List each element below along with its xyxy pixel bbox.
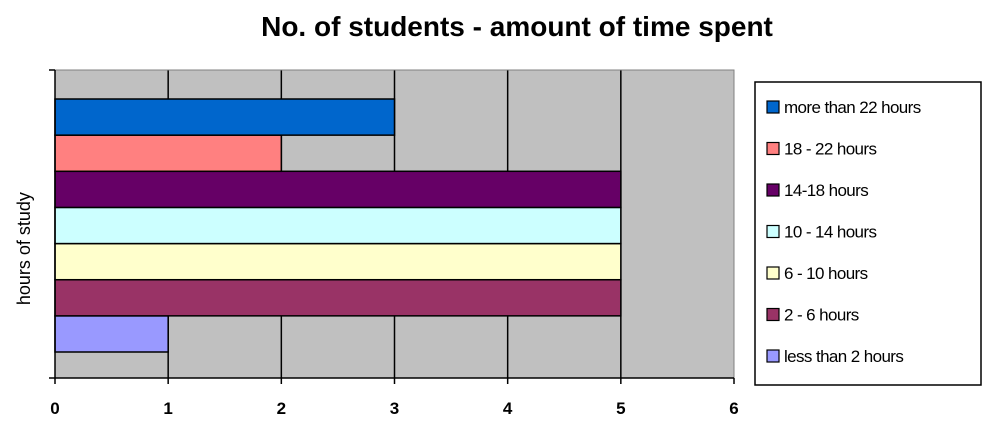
legend-swatch bbox=[766, 141, 780, 156]
y-axis-title: hours of study bbox=[14, 192, 34, 305]
bar-6-10-hours bbox=[54, 242, 622, 281]
bars bbox=[54, 98, 622, 353]
x-tick-label: 2 bbox=[277, 399, 286, 418]
x-tick-label: 5 bbox=[616, 399, 625, 418]
legend-swatch bbox=[766, 100, 780, 114]
legend-swatch bbox=[766, 266, 780, 280]
bar-10-14-hours bbox=[54, 206, 622, 245]
legend-swatch bbox=[766, 183, 780, 197]
legend-swatch bbox=[766, 307, 780, 322]
legend-label: 14-18 hours bbox=[784, 181, 868, 200]
legend-box bbox=[754, 81, 982, 386]
x-tick-label: 3 bbox=[390, 399, 399, 418]
legend-swatch bbox=[766, 349, 780, 363]
legend-label: 6 - 10 hours bbox=[784, 264, 868, 283]
legend-label: less than 2 hours bbox=[784, 347, 903, 366]
x-tick-label: 1 bbox=[163, 399, 172, 418]
x-tick-labels: 0 1 2 3 4 5 6 bbox=[50, 378, 739, 418]
legend: more than 22 hours 18 - 22 hours 14-18 hou… bbox=[754, 81, 982, 386]
bar-18-22-hours bbox=[54, 134, 283, 173]
legend-label: 2 - 6 hours bbox=[784, 306, 859, 325]
x-tick-label: 4 bbox=[503, 399, 513, 418]
bar-more-than-22-hours bbox=[54, 98, 396, 136]
legend-label: more than 22 hours bbox=[784, 98, 921, 117]
plot-area: 0 1 2 3 4 5 6 bbox=[49, 69, 739, 418]
bar-14-18-hours bbox=[54, 170, 622, 209]
bar-less-than-2-hours bbox=[54, 315, 169, 353]
bar-2-6-hours bbox=[54, 278, 622, 317]
legend-label: 10 - 14 hours bbox=[784, 223, 876, 242]
legend-swatch bbox=[766, 224, 780, 239]
x-tick-label: 6 bbox=[729, 399, 738, 418]
legend-label: 18 - 22 hours bbox=[784, 140, 876, 159]
chart-title: No. of students - amount of time spent bbox=[261, 11, 773, 42]
x-tick-label: 0 bbox=[50, 399, 59, 418]
